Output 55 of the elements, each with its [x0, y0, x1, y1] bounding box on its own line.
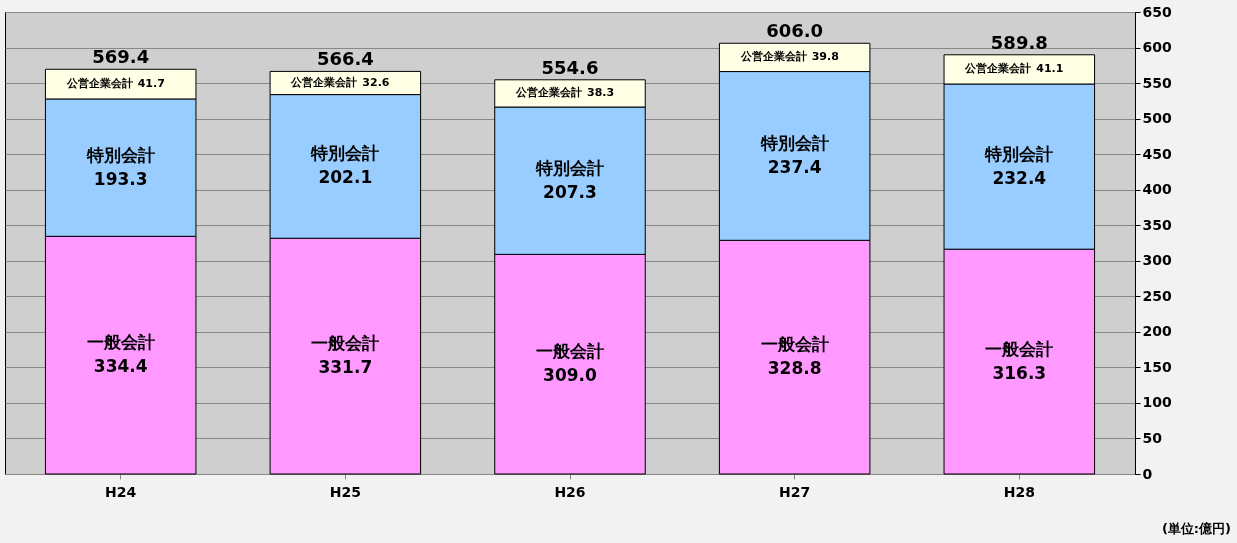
y-tick-label: 100	[1142, 394, 1172, 411]
series-label: 一般会計	[86, 332, 155, 353]
data-label: 41.7	[137, 77, 165, 91]
total-label: 589.8	[990, 31, 1048, 53]
data-label: 193.3	[93, 168, 148, 189]
text: 一般会計	[760, 334, 829, 355]
y-tick-label: 400	[1142, 181, 1172, 198]
data-label: 207.3	[543, 181, 597, 202]
y-tick-label: 600	[1142, 39, 1172, 56]
text: 公営企業会計	[66, 77, 133, 91]
data-label: 41.1	[1036, 62, 1064, 76]
y-tick-label: 650	[1142, 3, 1172, 20]
text: 特別会計	[311, 143, 380, 164]
data-label: 232.4	[992, 167, 1047, 188]
data-label: 39.8	[811, 50, 839, 64]
text: 特別会計	[536, 157, 604, 178]
text: 公営企業会計	[965, 62, 1032, 76]
series-label: 特別会計	[85, 144, 155, 165]
y-tick-label: 500	[1142, 110, 1172, 127]
data-label: 316.3	[992, 362, 1047, 383]
y-tick-label: 350	[1142, 216, 1172, 233]
data-label: 328.8	[767, 358, 822, 379]
data-label: 309.0	[543, 365, 598, 386]
x-tick-label: H28	[1003, 483, 1035, 500]
y-tick-label: 0	[1142, 465, 1153, 482]
y-tick-label: 50	[1142, 429, 1163, 446]
text: 一般会計	[311, 333, 380, 354]
data-label: 202.1	[318, 167, 373, 188]
text: 特別会計	[760, 132, 829, 153]
total-label: 606.0	[766, 20, 824, 42]
data-label: 237.4	[767, 156, 822, 177]
y-tick-label: 300	[1142, 252, 1172, 269]
text: 特別会計	[985, 143, 1054, 164]
x-tick-label: H27	[779, 483, 811, 500]
x-tick-label: H24	[105, 483, 137, 500]
data-label: 32.6	[362, 76, 390, 90]
y-tick-label: 450	[1142, 145, 1172, 162]
text: 一般会計	[536, 341, 604, 362]
y-tick-label: 200	[1142, 323, 1172, 340]
y-tick-label: 150	[1142, 358, 1172, 375]
y-tick-label: 550	[1142, 74, 1172, 91]
text: 一般会計	[985, 338, 1054, 359]
text: 公営企業会計	[516, 86, 582, 100]
series-label: 公営企業会計	[290, 76, 358, 90]
data-label: 331.7	[318, 357, 373, 378]
text: 公営企業会計	[740, 50, 807, 64]
data-label: 334.4	[93, 356, 148, 377]
total-label: 566.4	[316, 48, 374, 70]
data-label: 38.3	[587, 86, 615, 100]
total-label: 569.4	[92, 46, 150, 68]
x-tick-label: H26	[554, 483, 586, 500]
y-tick-label: 250	[1142, 287, 1172, 304]
x-tick-label: H25	[329, 483, 361, 500]
text: (単位:億円)	[1161, 520, 1231, 538]
total-label: 554.6	[541, 56, 599, 78]
